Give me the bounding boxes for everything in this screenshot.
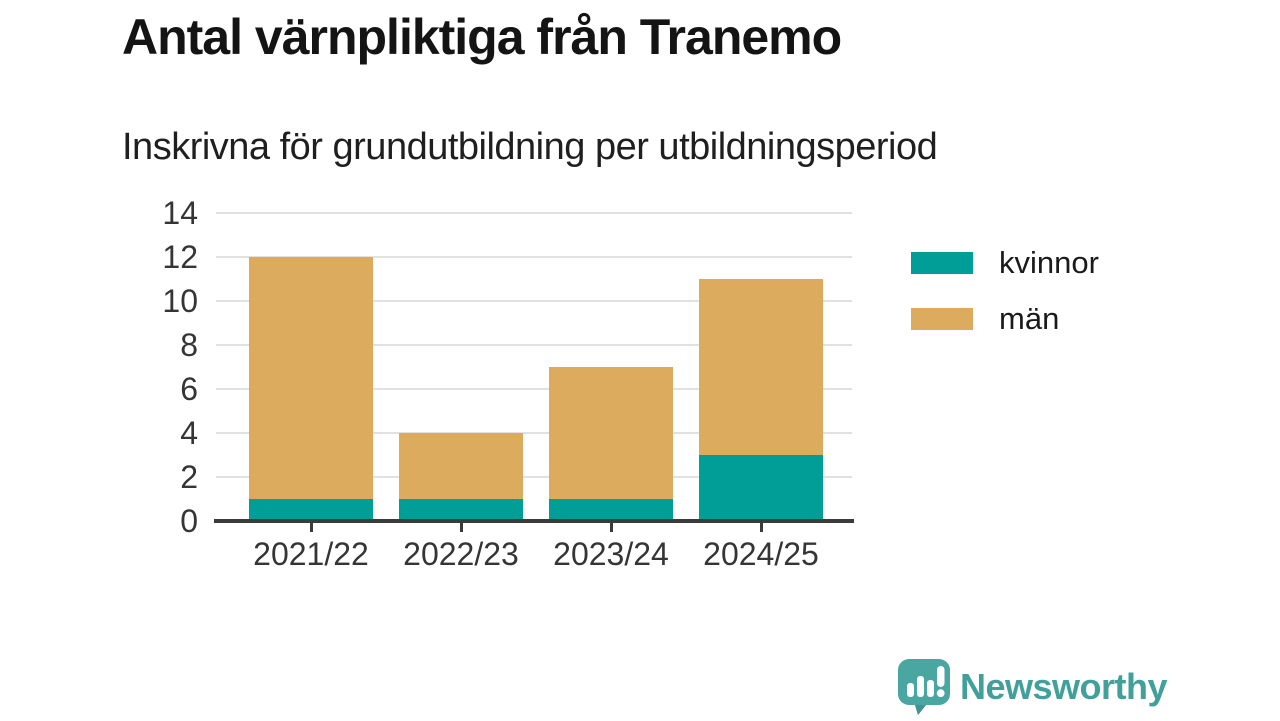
bar-2022/23 <box>399 433 523 521</box>
legend-row-män: män <box>911 303 1099 334</box>
y-tick-label-8: 8 <box>180 327 198 363</box>
x-tick-mark-2022/23 <box>459 523 463 532</box>
y-tick-label-14: 14 <box>162 195 198 231</box>
bar-2023/24 <box>549 367 673 521</box>
legend-swatch-kvinnor <box>911 251 973 274</box>
gridline-y10 <box>216 300 852 302</box>
bar-2021/22 <box>249 257 373 521</box>
x-tick-mark-2024/25 <box>759 523 763 532</box>
bar-segment-män-2024/25 <box>699 279 823 455</box>
bar-segment-kvinnor-2023/24 <box>549 499 673 521</box>
gridline-y14 <box>216 212 852 214</box>
bar-2024/25 <box>699 279 823 521</box>
gridline-y2 <box>216 476 852 478</box>
x-axis-line <box>214 519 854 523</box>
gridline-y12 <box>216 256 852 258</box>
newsworthy-wordmark: Newsworthy <box>960 665 1168 707</box>
x-tick-label-2024/25: 2024/25 <box>703 536 819 572</box>
plot-area <box>216 212 852 521</box>
bar-segment-män-2022/23 <box>399 433 523 499</box>
x-tick-mark-2023/24 <box>609 523 613 532</box>
y-tick-label-12: 12 <box>162 239 198 275</box>
chart-title: Antal värnpliktiga från Tranemo <box>122 9 842 65</box>
y-tick-label-2: 2 <box>180 459 198 495</box>
newsworthy-logo-icon <box>897 658 951 721</box>
chart-subtitle: Inskrivna för grundutbildning per utbild… <box>122 126 938 168</box>
newsworthy-brand: Newsworthy <box>897 658 1168 721</box>
bar-segment-kvinnor-2022/23 <box>399 499 523 521</box>
x-tick-label-2022/23: 2022/23 <box>403 536 519 572</box>
x-tick-mark-2021/22 <box>309 523 313 532</box>
bar-segment-män-2023/24 <box>549 367 673 499</box>
legend-row-kvinnor: kvinnor <box>911 247 1099 278</box>
bar-segment-kvinnor-2024/25 <box>699 455 823 521</box>
legend-label-kvinnor: kvinnor <box>999 245 1099 280</box>
bar-segment-män-2021/22 <box>249 257 373 499</box>
x-tick-label-2023/24: 2023/24 <box>553 536 669 572</box>
gridline-y6 <box>216 388 852 390</box>
x-tick-label-2021/22: 2021/22 <box>253 536 369 572</box>
legend-label-män: män <box>999 301 1060 336</box>
y-tick-label-6: 6 <box>180 371 198 407</box>
gridline-y4 <box>216 432 852 434</box>
y-tick-label-4: 4 <box>180 415 198 451</box>
bar-segment-kvinnor-2021/22 <box>249 499 373 521</box>
legend-swatch-män <box>911 307 973 330</box>
gridline-y8 <box>216 344 852 346</box>
legend: kvinnor män <box>911 247 1099 359</box>
y-tick-label-10: 10 <box>162 283 198 319</box>
y-tick-label-0: 0 <box>180 503 198 539</box>
